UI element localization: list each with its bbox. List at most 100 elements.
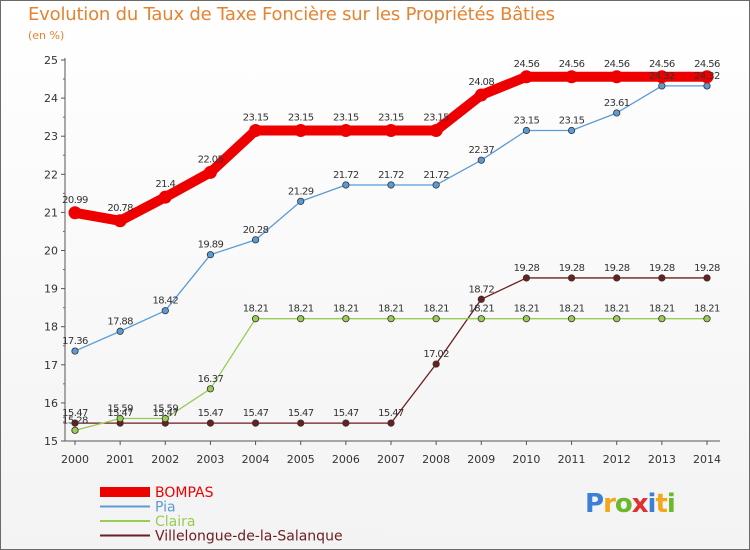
- legend-label: Villelongue-de-la-Salanque: [155, 529, 343, 545]
- data-point: [613, 315, 621, 323]
- data-point: [432, 181, 440, 189]
- data-label: 23.15: [378, 112, 404, 123]
- data-point: [477, 315, 485, 323]
- legend-item: BOMPAS: [100, 485, 214, 501]
- data-label: 18.21: [559, 304, 585, 315]
- y-tick-label: 22: [44, 168, 58, 181]
- data-label: 15.59: [152, 404, 178, 415]
- legend-item: Villelongue-de-la-Salanque: [100, 529, 343, 545]
- data-label: 23.15: [333, 112, 359, 123]
- logo-letter: r: [603, 489, 616, 519]
- x-tick-label: 2000: [61, 453, 89, 466]
- data-label: 18.21: [378, 304, 404, 315]
- data-label: 15.47: [107, 408, 133, 419]
- legend-item: Claira: [100, 514, 195, 530]
- data-label: 19.28: [514, 263, 540, 274]
- data-label: 21.72: [333, 170, 359, 181]
- data-point: [339, 123, 353, 137]
- data-label: 23.15: [514, 115, 540, 126]
- series-layer: [68, 70, 714, 434]
- data-label: 22.05: [198, 154, 224, 165]
- data-label: 15.47: [288, 408, 314, 419]
- data-label: 23.61: [604, 98, 630, 109]
- data-point: [432, 315, 440, 323]
- data-label: 19.28: [649, 263, 675, 274]
- data-point: [342, 181, 350, 189]
- data-point: [158, 190, 172, 204]
- chart-title: Evolution du Taux de Taxe Foncière sur l…: [28, 4, 555, 25]
- data-label: 18.21: [243, 304, 269, 315]
- y-tick-label: 19: [44, 283, 58, 296]
- data-label: 15.28: [62, 415, 88, 426]
- x-tick-label: 2004: [242, 453, 270, 466]
- y-tick-label: 23: [44, 130, 58, 143]
- data-point: [251, 315, 260, 323]
- proxiti-logo: Proxiti: [585, 489, 676, 519]
- data-point: [387, 419, 395, 427]
- data-label: 24.56: [649, 59, 675, 70]
- data-label: 18.21: [604, 304, 630, 315]
- data-label: 23.15: [559, 115, 585, 126]
- data-point: [71, 419, 79, 427]
- data-label: 15.47: [378, 408, 404, 419]
- data-label: 15.47: [62, 408, 88, 419]
- data-point: [342, 315, 350, 323]
- x-tick-label: 2005: [287, 453, 315, 466]
- data-point: [658, 315, 666, 323]
- data-label: 18.42: [152, 296, 178, 307]
- data-point: [113, 214, 127, 228]
- data-point: [249, 123, 263, 137]
- logo-letter: i: [666, 489, 676, 519]
- data-label: 22.37: [468, 145, 494, 156]
- data-point: [251, 419, 260, 427]
- data-point: [658, 82, 666, 90]
- data-point: [658, 274, 666, 282]
- x-tick-label: 2014: [693, 453, 721, 466]
- data-point: [71, 347, 79, 355]
- data-labels-layer: 20.99 20.78 21.4 22.05 23.15 23.15 23.15 23.15 2…: [62, 59, 720, 427]
- data-label: 18.21: [423, 304, 449, 315]
- data-point: [294, 123, 308, 137]
- x-tick-label: 2012: [603, 453, 631, 466]
- x-tick-label: 2008: [422, 453, 450, 466]
- data-label: 20.78: [107, 203, 133, 214]
- data-point: [161, 414, 169, 423]
- x-tick-label: 2003: [196, 453, 224, 466]
- series-bompas: [68, 70, 714, 228]
- data-label: 21.72: [423, 170, 449, 181]
- data-label: 21.29: [288, 186, 314, 197]
- data-label: 24.56: [604, 59, 630, 70]
- data-point: [519, 70, 533, 84]
- data-point: [297, 315, 305, 323]
- data-point: [565, 70, 579, 84]
- data-label: 19.28: [559, 263, 585, 274]
- data-label: 24.32: [694, 71, 720, 82]
- data-point: [161, 307, 169, 315]
- data-point: [474, 88, 488, 102]
- data-label: 17.02: [423, 349, 449, 360]
- data-point: [206, 251, 215, 259]
- y-tick-label: 24: [44, 92, 58, 105]
- data-label: 15.47: [243, 408, 269, 419]
- data-label: 24.32: [649, 71, 675, 82]
- y-tick-label: 16: [44, 397, 58, 410]
- data-label: 20.28: [243, 225, 269, 236]
- data-label: 15.59: [107, 404, 133, 415]
- data-point: [384, 123, 398, 137]
- data-label: 18.72: [468, 284, 494, 295]
- y-tick-label: 25: [44, 54, 58, 67]
- data-label: 19.28: [694, 263, 720, 274]
- data-point: [522, 126, 531, 135]
- x-tick-label: 2001: [106, 453, 134, 466]
- data-point: [251, 236, 260, 244]
- data-point: [655, 70, 669, 84]
- data-point: [613, 274, 621, 282]
- data-label: 24.56: [559, 59, 585, 70]
- logo-letter: x: [631, 489, 649, 519]
- data-point: [567, 315, 576, 323]
- data-point: [432, 360, 440, 368]
- data-point: [477, 295, 485, 303]
- data-point: [567, 274, 576, 282]
